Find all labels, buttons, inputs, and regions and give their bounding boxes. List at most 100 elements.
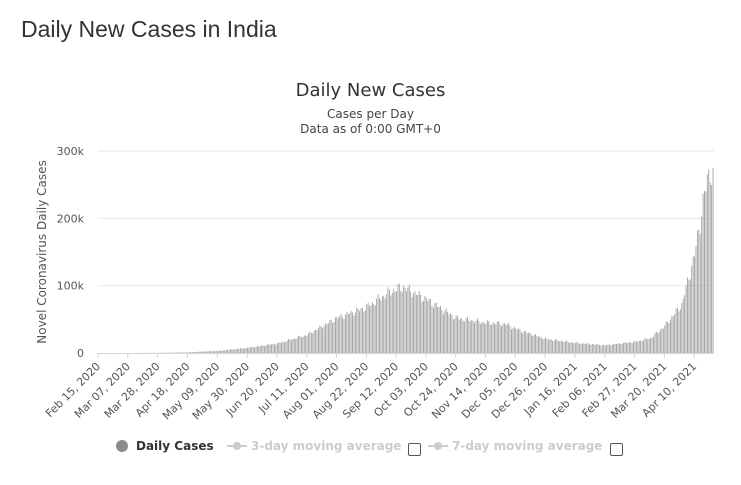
bar bbox=[427, 301, 429, 353]
bar bbox=[431, 305, 433, 353]
bar bbox=[594, 344, 596, 353]
bar bbox=[234, 349, 236, 353]
bar bbox=[495, 324, 497, 353]
bar bbox=[218, 350, 220, 353]
bar bbox=[337, 318, 339, 353]
bar bbox=[499, 324, 501, 353]
bar bbox=[687, 277, 688, 353]
3day-average-checkbox[interactable] bbox=[408, 443, 421, 456]
bar bbox=[232, 349, 234, 353]
bar bbox=[423, 300, 424, 353]
bar bbox=[475, 320, 477, 353]
bar bbox=[211, 351, 213, 353]
bar bbox=[515, 328, 517, 353]
chart-title: Daily New Cases bbox=[295, 80, 446, 101]
bar bbox=[289, 339, 291, 353]
bar bbox=[272, 343, 274, 353]
y-tick-label: 100k bbox=[57, 280, 85, 293]
bar bbox=[675, 308, 677, 353]
bar bbox=[580, 343, 582, 353]
bar bbox=[655, 331, 657, 353]
bar bbox=[712, 168, 714, 353]
bar bbox=[417, 294, 419, 353]
bar bbox=[336, 316, 338, 353]
bar bbox=[190, 352, 192, 353]
bar bbox=[458, 319, 460, 353]
bar bbox=[555, 339, 556, 353]
bar bbox=[188, 352, 190, 353]
bar bbox=[323, 326, 325, 353]
legend-item-daily-cases[interactable]: Daily Cases bbox=[116, 439, 214, 453]
bar bbox=[325, 323, 326, 353]
bar bbox=[248, 347, 250, 353]
bar bbox=[201, 351, 203, 353]
bar bbox=[285, 342, 287, 353]
bar bbox=[242, 348, 244, 353]
bar bbox=[364, 310, 366, 353]
bar bbox=[518, 328, 520, 353]
bar bbox=[631, 343, 633, 353]
bar bbox=[413, 293, 414, 353]
bar bbox=[268, 344, 270, 353]
bar bbox=[424, 295, 426, 353]
bar bbox=[671, 316, 673, 353]
bar bbox=[286, 340, 288, 353]
bar bbox=[183, 352, 185, 353]
bar bbox=[227, 349, 229, 353]
bar bbox=[658, 332, 660, 353]
bar bbox=[670, 319, 671, 353]
7day-average-checkbox[interactable] bbox=[610, 443, 623, 456]
bar bbox=[371, 302, 373, 353]
bar bbox=[198, 351, 200, 353]
bar bbox=[239, 348, 241, 353]
bar bbox=[708, 169, 710, 353]
legend-item-3day-average[interactable]: 3-day moving average bbox=[227, 439, 401, 453]
bar bbox=[593, 344, 595, 353]
bar bbox=[672, 316, 674, 353]
bar bbox=[194, 351, 196, 353]
bar bbox=[305, 335, 307, 353]
bar bbox=[249, 347, 251, 353]
bar bbox=[279, 342, 281, 353]
bar bbox=[634, 340, 636, 353]
bar bbox=[665, 321, 667, 353]
bar bbox=[573, 343, 575, 353]
bar bbox=[637, 341, 639, 353]
bar bbox=[220, 350, 221, 353]
bar bbox=[702, 193, 704, 353]
bar bbox=[577, 342, 579, 353]
legend-dot-icon bbox=[116, 440, 128, 452]
bar bbox=[614, 343, 616, 353]
bar bbox=[282, 341, 284, 353]
legend-item-7day-average[interactable]: 7-day moving average bbox=[428, 439, 602, 453]
bar bbox=[630, 342, 632, 353]
bar bbox=[599, 344, 600, 353]
bar bbox=[492, 322, 494, 353]
bar bbox=[476, 318, 478, 353]
bar bbox=[245, 347, 247, 353]
bar bbox=[222, 350, 224, 353]
bar bbox=[181, 352, 183, 353]
legend-label: 7-day moving average bbox=[452, 439, 603, 453]
bar bbox=[543, 338, 545, 353]
bar bbox=[327, 323, 329, 353]
bar bbox=[674, 314, 676, 353]
bar bbox=[478, 320, 480, 353]
bar bbox=[264, 346, 265, 353]
bar bbox=[516, 329, 518, 353]
bar bbox=[522, 332, 524, 353]
bar bbox=[221, 350, 223, 353]
bar bbox=[613, 343, 615, 353]
bar bbox=[596, 344, 598, 353]
bar bbox=[266, 344, 268, 353]
bar bbox=[511, 329, 512, 353]
bar bbox=[394, 291, 396, 353]
bar bbox=[486, 320, 488, 353]
bar bbox=[549, 339, 551, 353]
bar bbox=[479, 323, 481, 353]
bar bbox=[641, 341, 643, 353]
bar bbox=[247, 347, 248, 353]
bar bbox=[197, 351, 199, 353]
bar bbox=[572, 342, 573, 353]
